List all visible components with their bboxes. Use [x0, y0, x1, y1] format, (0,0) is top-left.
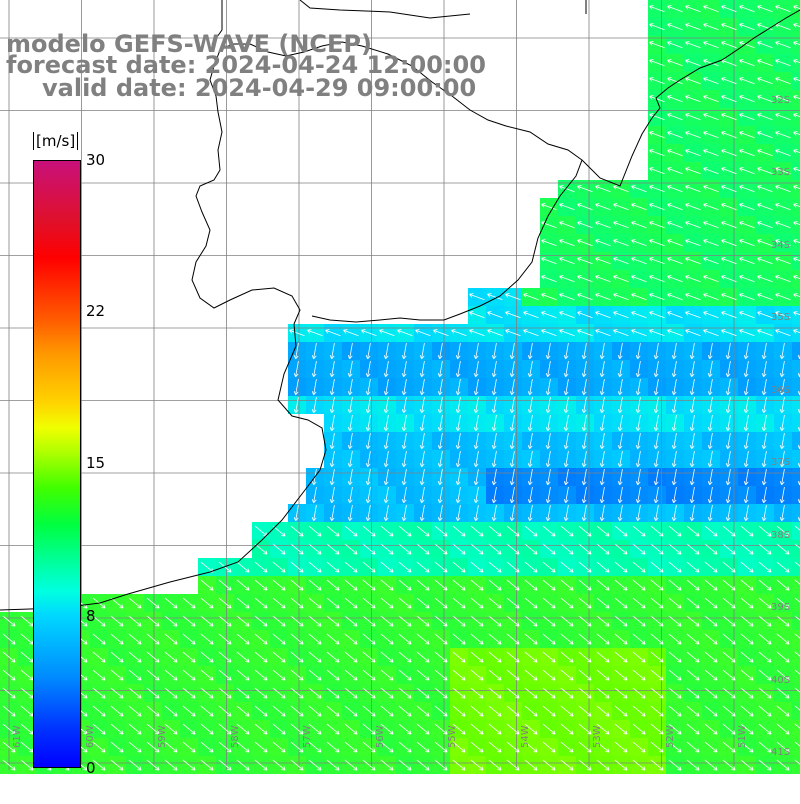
lat-label-32s: 32S — [771, 95, 790, 106]
wind-speed-cell — [792, 594, 800, 612]
wind-speed-cell — [792, 558, 800, 576]
lat-label-40s: 40S — [771, 675, 790, 686]
lat-label-39s: 39S — [771, 602, 790, 613]
wind-speed-cell — [792, 702, 800, 720]
lat-label-37s: 37S — [771, 457, 790, 468]
lat-label-34s: 34S — [771, 240, 790, 251]
colorbar-tick-0: 0 — [86, 761, 96, 776]
wind-speed-cell — [792, 630, 800, 648]
wind-speed-cell — [792, 540, 800, 558]
wind-speed-cell — [792, 720, 800, 738]
wind-speed-cell — [792, 666, 800, 684]
colorbar-tick-22: 22 — [86, 304, 105, 319]
colorbar — [33, 160, 81, 768]
wind-speed-cell — [792, 738, 800, 756]
lat-label-36s: 36S — [771, 385, 790, 396]
lon-label-58w: 58W — [230, 725, 241, 748]
colorbar-tick-8: 8 — [86, 609, 96, 624]
lon-label-56w: 56W — [375, 725, 386, 748]
lon-label-60w: 60W — [85, 725, 96, 748]
wind-speed-cell — [792, 576, 800, 594]
lon-label-51w: 51W — [737, 725, 748, 748]
lat-label-35s: 35S — [771, 312, 790, 323]
lon-label-61w: 61W — [12, 725, 23, 748]
wind-speed-cell — [792, 648, 800, 666]
wind-speed-cell — [792, 756, 800, 774]
lat-label-33s: 33S — [771, 167, 790, 178]
wind-speed-cell — [792, 612, 800, 630]
lat-label-38s: 38S — [771, 530, 790, 541]
lon-label-52w: 52W — [665, 725, 676, 748]
lon-label-54w: 54W — [520, 725, 531, 748]
lon-label-57w: 57W — [302, 725, 313, 748]
lon-label-59w: 59W — [157, 725, 168, 748]
wind-speed-field — [0, 0, 800, 774]
wind-speed-cell — [792, 522, 800, 540]
colorbar-unit: [m/s] — [33, 132, 78, 150]
colorbar-tick-15: 15 — [86, 456, 105, 471]
lat-label-41s: 41S — [771, 747, 790, 758]
colorbar-tick-30: 30 — [86, 153, 105, 168]
title-valid-date: valid date: 2024-04-29 09:00:00 — [42, 76, 476, 100]
lon-label-53w: 53W — [592, 725, 603, 748]
lon-label-55w: 55W — [447, 725, 458, 748]
wind-speed-cell — [792, 684, 800, 702]
